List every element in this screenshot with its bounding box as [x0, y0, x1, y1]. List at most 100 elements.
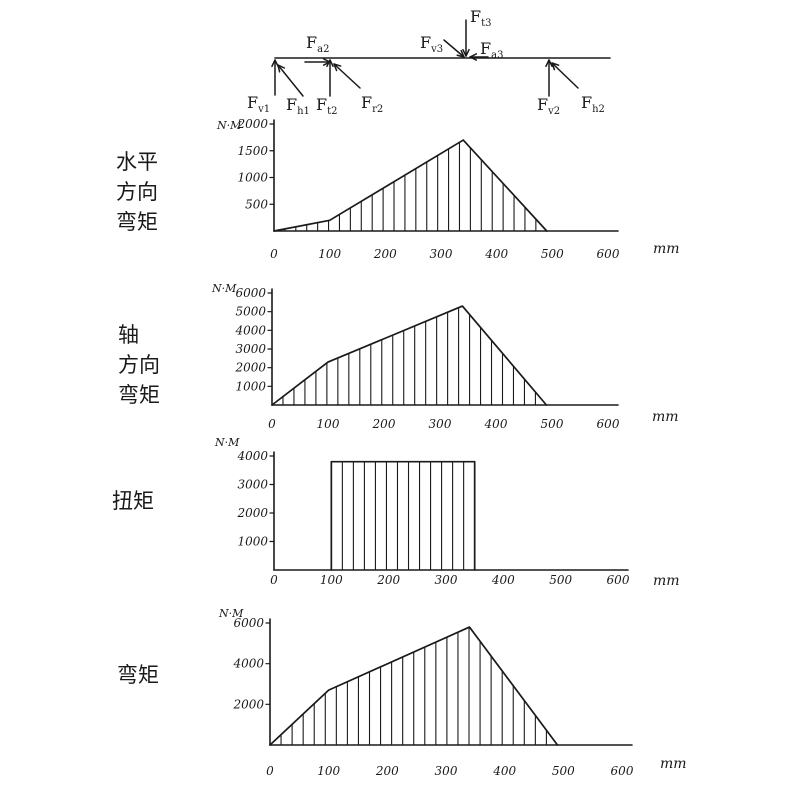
x-tick-label: 100: [317, 417, 340, 431]
fv2-arrow-head: [545, 59, 553, 68]
force-label-main: F: [581, 93, 592, 112]
fr2-arrow-shaft: [333, 63, 361, 89]
fv3-arrow-shaft: [443, 39, 465, 58]
x-tick-label: 400: [484, 417, 508, 431]
y-tick-label: 1500: [237, 144, 268, 158]
x-tick-label: 600: [597, 417, 620, 431]
force-label-v1: Fv1: [247, 93, 270, 115]
force-label-sub: v2: [547, 106, 560, 117]
x-tick-label: 400: [484, 247, 508, 261]
force-label-main: F: [286, 95, 297, 114]
force-label-r2: Fr2: [361, 93, 383, 115]
moment-chart-3: 1000 2000 3000 4000 0 100 200 300 400 500 600 mm N·M: [214, 436, 680, 589]
x-tick-label: 0: [270, 573, 278, 587]
x-tick-label: 100: [318, 247, 341, 261]
force-label-h1: Fh1: [286, 95, 310, 117]
chart-row-label: 轴 方向 弯矩: [118, 323, 160, 407]
chart-row-label: 弯矩: [117, 663, 159, 687]
y-unit-label: N·M: [216, 119, 242, 132]
force-label-sub: v3: [430, 44, 443, 55]
moment-curve: [330, 460, 476, 571]
force-label-main: F: [316, 95, 327, 114]
y-tick-label: 2000: [236, 506, 268, 520]
x-tick-label: 200: [373, 247, 397, 261]
force-label-sub: r2: [372, 104, 383, 115]
x-tick-label: 400: [492, 764, 516, 778]
force-label-main: F: [306, 33, 317, 52]
force-label-sub: a3: [491, 50, 503, 61]
x-tick-label: 100: [317, 764, 340, 778]
y-tick-label: 2000: [236, 117, 268, 131]
y-tick-label: 1000: [237, 535, 268, 549]
y-tick-label: 3000: [237, 478, 268, 492]
force-label-t2: Ft2: [316, 95, 338, 117]
x-tick-label: 0: [266, 764, 274, 778]
x-tick-label: 200: [372, 417, 396, 431]
fh2-arrow-head: [551, 62, 560, 71]
y-tick-label: 1000: [235, 379, 266, 393]
fv2-arrow: [545, 59, 553, 97]
moment-curve: [271, 305, 548, 406]
fv3-arrow-head: [456, 49, 465, 58]
x-tick-label: 200: [376, 573, 400, 587]
x-tick-label: 300: [429, 417, 452, 431]
force-label-t3: Ft3: [470, 7, 492, 29]
moment-curve: [269, 626, 559, 746]
fa3-arrow: [469, 53, 489, 61]
moment-chart-4: 2000 4000 6000 0 100 200 300 400 500 600 mm N·M: [218, 607, 687, 778]
chart-row-label: 扭矩: [112, 489, 154, 513]
x-tick-label: 300: [435, 764, 458, 778]
hatch-lines: [341, 461, 465, 571]
force-label-a3: Fa3: [480, 39, 503, 61]
force-label-main: F: [247, 93, 258, 112]
y-unit-label: N·M: [211, 282, 237, 295]
force-label-sub: t2: [327, 106, 337, 117]
fr2-arrow: [333, 63, 361, 89]
force-label-v2: Fv2: [537, 95, 560, 117]
y-tick-label: 4000: [234, 323, 266, 337]
x-tick-label: 300: [435, 573, 458, 587]
x-tick-label: 200: [375, 764, 399, 778]
x-tick-label: 0: [270, 247, 278, 261]
moment-curve: [273, 139, 548, 232]
force-label-sub: t3: [481, 18, 491, 29]
ft3-arrow-head: [462, 48, 470, 57]
force-label-sub: a2: [317, 44, 329, 55]
fv1-arrow-head: [271, 59, 279, 68]
force-label-main: F: [361, 93, 372, 112]
x-tick-label: 600: [607, 573, 630, 587]
hatch-lines: [284, 141, 537, 232]
force-label-main: F: [480, 39, 491, 58]
x-tick-label: 500: [541, 417, 564, 431]
force-label-main: F: [420, 33, 431, 52]
hatch-lines: [282, 307, 536, 406]
x-tick-label: 500: [549, 573, 572, 587]
x-unit-label: mm: [653, 573, 680, 589]
y-tick-label: 4000: [236, 449, 268, 463]
moment-chart-1: 500 1000 1500 2000 0 100 200 300 400 500 600 mm N·M: [216, 117, 680, 261]
force-label-sub: h2: [592, 104, 605, 115]
x-tick-label: 0: [268, 417, 276, 431]
force-label-sub: h1: [297, 106, 310, 117]
force-label-main: F: [470, 7, 481, 26]
fr2-arrow-head: [333, 63, 342, 72]
fv3-arrow: [443, 39, 465, 58]
force-label-sub: v1: [257, 104, 270, 115]
y-tick-label: 500: [245, 197, 268, 211]
fh2-arrow-shaft: [551, 62, 579, 89]
force-label-h2: Fh2: [581, 93, 605, 115]
x-tick-label: 300: [430, 247, 453, 261]
x-tick-label: 500: [541, 247, 564, 261]
fa3-arrow-head: [469, 53, 478, 61]
moment-chart-2: 1000 2000 3000 4000 5000 6000 0 100 200 300 400 500…: [211, 282, 679, 431]
ft2-arrow-head: [326, 59, 334, 68]
x-tick-label: 600: [611, 764, 634, 778]
x-tick-label: 100: [320, 573, 343, 587]
x-tick-label: 500: [552, 764, 575, 778]
y-tick-label: 2000: [234, 361, 266, 375]
fh1-arrow-shaft: [277, 64, 304, 97]
x-tick-label: 600: [597, 247, 620, 261]
x-unit-label: mm: [653, 241, 680, 257]
